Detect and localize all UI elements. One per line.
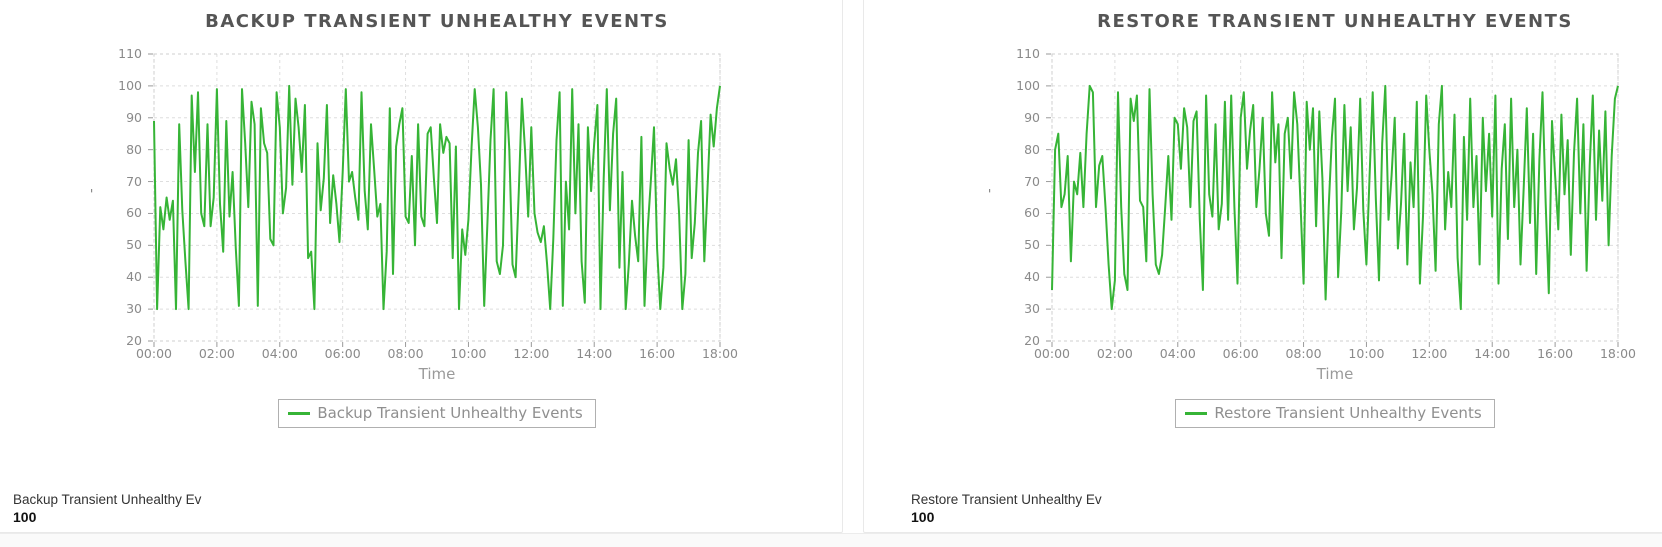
chart-title: RESTORE TRANSIENT UNHEALTHY EVENTS <box>1097 11 1573 32</box>
legend-line-swatch <box>1185 411 1208 415</box>
x-axis-tick-label: 08:00 <box>1285 346 1322 361</box>
x-axis-tick-label: 00:00 <box>135 346 173 361</box>
x-axis-tick-label: 04:00 <box>1159 346 1196 361</box>
x-axis-title: Time <box>418 365 456 383</box>
metric-name: Restore Transient Unhealthy Ev <box>911 492 1102 507</box>
x-axis-title: Time <box>1316 365 1354 383</box>
x-axis-tick-label: 02:00 <box>1096 346 1133 361</box>
y-axis-tick-label: 60 <box>126 205 142 221</box>
x-axis-tick-label: 18:00 <box>701 346 739 361</box>
legend-line-swatch <box>288 411 311 415</box>
line-chart-plot <box>1046 53 1619 347</box>
x-axis-tick-label: 16:00 <box>639 346 676 361</box>
y-axis-tick-label: 110 <box>1016 46 1040 61</box>
y-axis-labels: 110 100 90 80 70 60 50 40 30 20 <box>994 46 1040 348</box>
y-axis-tick-label: 110 <box>118 46 142 61</box>
legend[interactable]: Restore Transient Unhealthy Events <box>1175 399 1495 428</box>
y-axis-tick-label: 70 <box>126 173 142 189</box>
metric-summary: Backup Transient Unhealthy Ev 100 <box>13 491 201 526</box>
x-axis-tick-label: 06:00 <box>324 346 361 361</box>
y-axis-tick-label: 100 <box>1016 77 1040 93</box>
backup-chart-card: BACKUP TRANSIENT UNHEALTHY EVENTS ' 110 1… <box>0 0 843 533</box>
y-axis-tick-label: 40 <box>126 269 142 285</box>
metric-value: 100 <box>911 509 935 525</box>
series-line <box>153 84 721 311</box>
y-axis-mark: ' <box>90 187 94 201</box>
x-axis-tick-label: 12:00 <box>1411 346 1448 361</box>
x-axis-tick-label: 02:00 <box>198 346 235 361</box>
legend-label: Restore Transient Unhealthy Events <box>1214 404 1482 422</box>
y-axis-tick-label: 80 <box>1024 141 1040 157</box>
x-axis-tick-label: 08:00 <box>387 346 424 361</box>
y-axis-tick-label: 30 <box>126 301 142 317</box>
restore-chart-card: RESTORE TRANSIENT UNHEALTHY EVENTS ' 110… <box>863 0 1662 533</box>
x-axis-tick-label: 18:00 <box>1599 346 1637 361</box>
x-axis-labels: 00:00 02:00 04:00 06:00 08:00 10:00 12:00 14:00… <box>1034 346 1636 362</box>
legend-row: Backup Transient Unhealthy Events <box>154 399 720 428</box>
legend-row: Restore Transient Unhealthy Events <box>1052 399 1618 428</box>
y-axis-labels: 110 100 90 80 70 60 50 40 30 20 <box>96 46 142 348</box>
footer-strip <box>0 533 1662 547</box>
y-axis-tick-label: 30 <box>1024 301 1040 317</box>
y-axis-tick-label: 20 <box>126 333 142 348</box>
metric-summary: Restore Transient Unhealthy Ev 100 <box>911 491 1102 526</box>
line-chart-plot <box>148 53 721 347</box>
x-axis-tick-label: 00:00 <box>1033 346 1071 361</box>
metric-value: 100 <box>13 509 37 525</box>
y-axis-tick-label: 20 <box>1024 333 1040 348</box>
legend[interactable]: Backup Transient Unhealthy Events <box>278 399 596 428</box>
y-axis-tick-label: 40 <box>1024 269 1040 285</box>
x-axis-labels: 00:00 02:00 04:00 06:00 08:00 10:00 12:00 14:00… <box>136 346 738 362</box>
series-line <box>1051 84 1619 311</box>
y-axis-mark: ' <box>988 187 992 201</box>
x-axis-tick-label: 04:00 <box>261 346 298 361</box>
y-axis-tick-label: 100 <box>118 77 142 93</box>
y-axis-tick-label: 60 <box>1024 205 1040 221</box>
x-axis-tick-label: 14:00 <box>576 346 613 361</box>
chart-title: BACKUP TRANSIENT UNHEALTHY EVENTS <box>205 11 669 32</box>
x-axis-tick-label: 16:00 <box>1537 346 1574 361</box>
x-axis-tick-label: 10:00 <box>1348 346 1385 361</box>
y-axis-tick-label: 90 <box>1024 109 1040 125</box>
y-axis-tick-label: 70 <box>1024 173 1040 189</box>
x-axis-tick-label: 12:00 <box>513 346 550 361</box>
x-axis-tick-label: 06:00 <box>1222 346 1259 361</box>
legend-label: Backup Transient Unhealthy Events <box>317 404 583 422</box>
x-axis-tick-label: 14:00 <box>1474 346 1511 361</box>
y-axis-tick-label: 90 <box>126 109 142 125</box>
y-axis-tick-label: 50 <box>126 237 142 253</box>
x-axis-tick-label: 10:00 <box>450 346 487 361</box>
y-axis-tick-label: 80 <box>126 141 142 157</box>
metric-name: Backup Transient Unhealthy Ev <box>13 492 202 507</box>
y-axis-tick-label: 50 <box>1024 237 1040 253</box>
